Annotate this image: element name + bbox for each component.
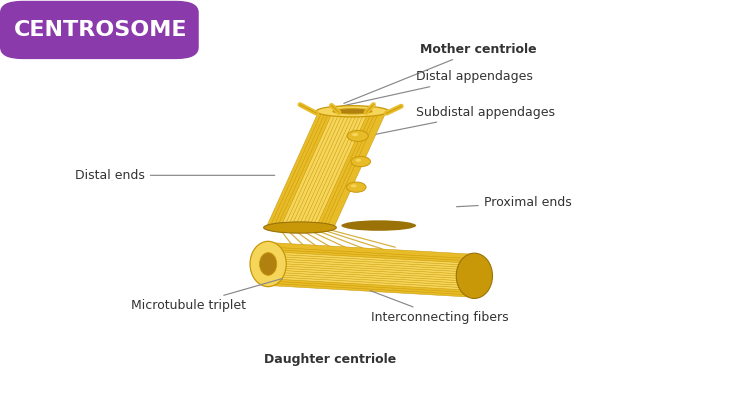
Polygon shape [295,112,354,228]
Polygon shape [309,112,368,228]
Polygon shape [320,112,380,228]
Text: CENTROSOME: CENTROSOME [13,20,187,40]
Polygon shape [327,112,386,228]
Polygon shape [316,112,376,228]
Text: Subdistal appendages: Subdistal appendages [370,106,555,136]
Circle shape [352,133,358,136]
Circle shape [351,184,357,188]
Polygon shape [268,249,475,266]
Circle shape [356,159,362,162]
Polygon shape [284,112,344,228]
Text: Daughter centriole: Daughter centriole [264,353,396,366]
Ellipse shape [333,109,372,114]
Polygon shape [268,258,475,275]
Polygon shape [268,260,475,277]
Ellipse shape [250,241,286,287]
Polygon shape [277,112,337,228]
Ellipse shape [264,222,336,233]
Polygon shape [323,112,382,228]
Polygon shape [268,256,475,272]
Polygon shape [280,112,340,228]
Polygon shape [270,112,329,228]
Text: Proximal ends: Proximal ends [457,197,572,209]
Polygon shape [313,112,372,228]
Circle shape [347,130,368,141]
Circle shape [351,156,370,167]
Polygon shape [291,112,351,228]
Polygon shape [268,245,475,261]
Polygon shape [268,251,475,268]
Polygon shape [273,112,333,228]
Text: Interconnecting fibers: Interconnecting fibers [370,291,508,323]
Polygon shape [287,112,347,228]
Ellipse shape [260,253,277,275]
Text: Mother centriole: Mother centriole [344,43,537,103]
Polygon shape [268,277,475,293]
Polygon shape [268,279,475,295]
Circle shape [346,182,366,192]
Ellipse shape [316,106,388,117]
Polygon shape [268,242,475,259]
Text: Distal ends: Distal ends [75,169,274,182]
Polygon shape [268,272,475,288]
Polygon shape [268,268,475,284]
Polygon shape [305,112,365,228]
Text: Microtubule triplet: Microtubule triplet [131,279,282,312]
Ellipse shape [341,220,416,231]
Polygon shape [268,265,475,281]
Ellipse shape [456,253,493,299]
Polygon shape [266,112,326,228]
Polygon shape [302,112,362,228]
FancyBboxPatch shape [0,1,199,59]
Polygon shape [268,254,475,270]
Polygon shape [268,269,475,286]
Polygon shape [268,281,475,297]
Polygon shape [268,274,475,290]
Text: Distal appendages: Distal appendages [326,71,533,110]
Polygon shape [268,263,475,279]
Polygon shape [298,112,358,228]
Polygon shape [268,247,475,263]
